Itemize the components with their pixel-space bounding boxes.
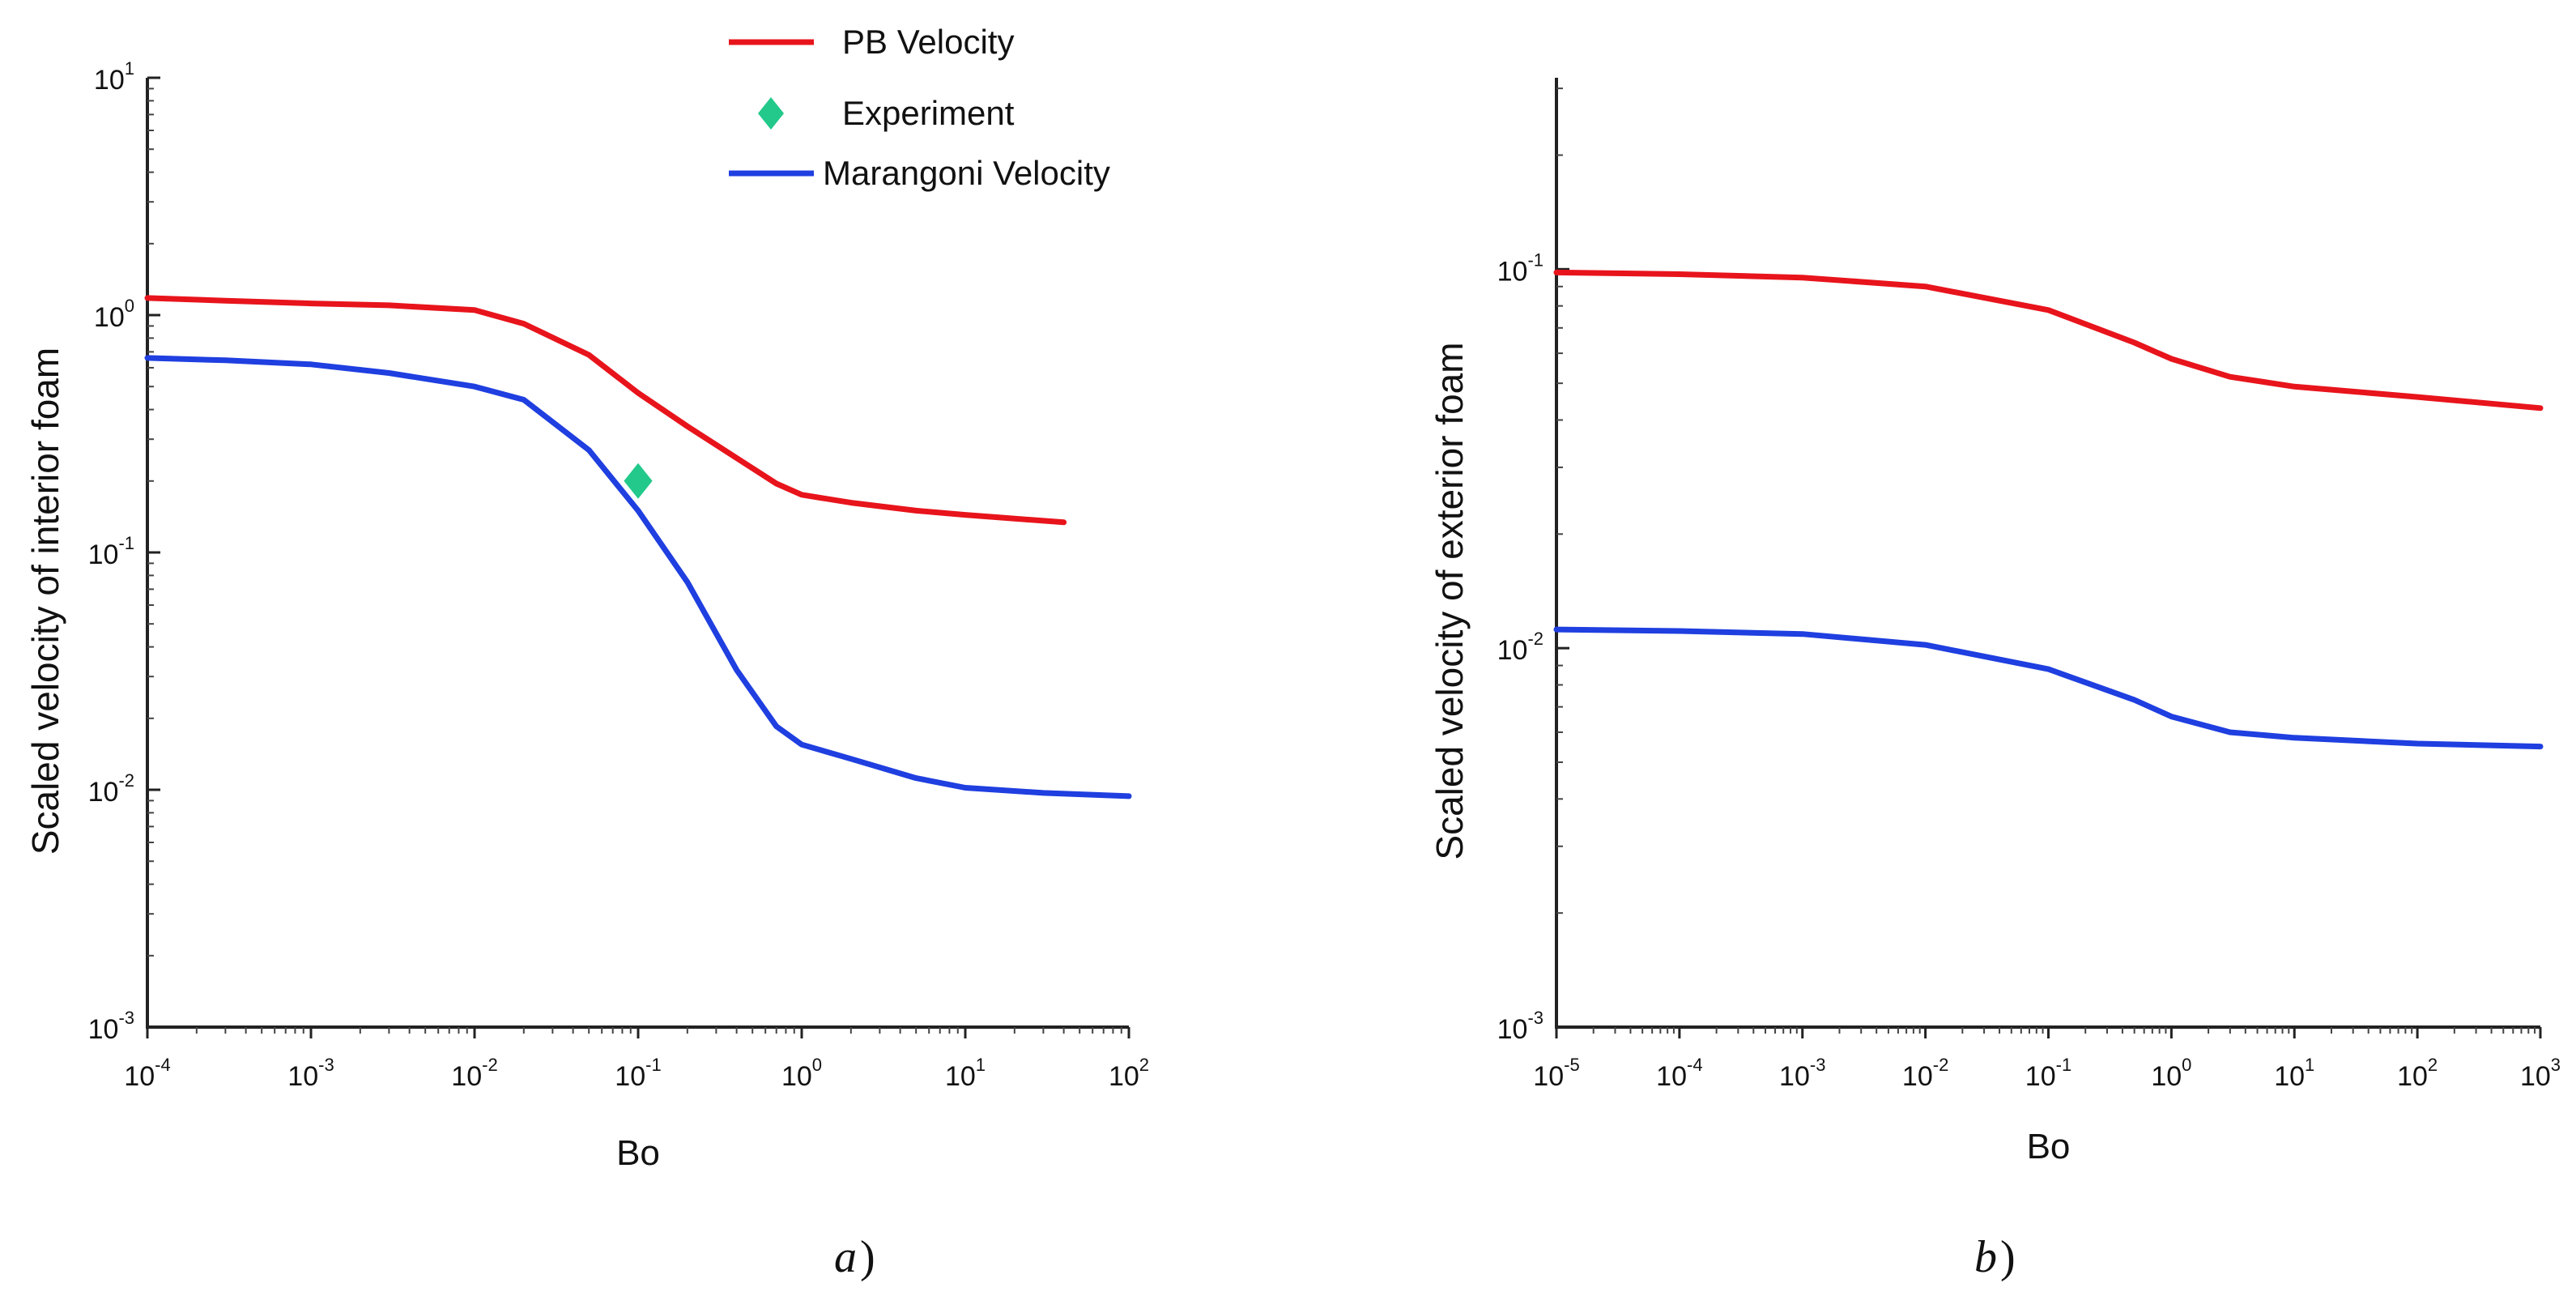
x-tick-label: 10-4: [1656, 1055, 1702, 1092]
y-tick-label: 100: [94, 296, 134, 333]
y-tick-label: 10-3: [88, 1008, 134, 1045]
panel-b: 10-3 10-2 10-1 10-5 10-4 10-3 10-2 10-1 100 101 10…: [1429, 78, 2561, 1282]
panel-caption: a): [834, 1232, 875, 1282]
x-axis-title: Bo: [616, 1133, 660, 1173]
x-tick-label: 100: [2151, 1055, 2191, 1092]
y-tick-label: 10-2: [1497, 629, 1543, 666]
legend: PB Velocity Experiment Marangoni Velocity: [729, 23, 1110, 192]
x-tick-label: 102: [1109, 1055, 1149, 1092]
experiment-data-point: [624, 463, 653, 499]
x-tick-label: 10-2: [1902, 1055, 1948, 1092]
pb-velocity-series-line: [144, 295, 1067, 526]
x-tick-label: 102: [2397, 1055, 2438, 1092]
x-tick-label: 10-1: [615, 1055, 661, 1092]
x-tick-label: 101: [945, 1055, 986, 1092]
x-tick-label: 10-5: [1533, 1055, 1579, 1092]
x-tick-label: 10-1: [2025, 1055, 2071, 1092]
x-tick-label: 10-3: [287, 1055, 334, 1092]
legend-label: PB Velocity: [842, 23, 1014, 61]
x-tick-label: 100: [781, 1055, 822, 1092]
y-tick-label: 10-1: [1497, 249, 1543, 287]
panel-caption: b): [1974, 1232, 2016, 1282]
legend-swatch-experiment: [758, 97, 784, 130]
y-tick-label: 10-2: [88, 770, 134, 808]
y-tick-label: 10-1: [88, 533, 134, 570]
y-axis-title: Scaled velocity of interior foam: [24, 348, 66, 855]
y-axis-title: Scaled velocity of exterior foam: [1429, 342, 1471, 859]
y-tick-label: 101: [94, 58, 134, 96]
y-tick-label: 10-3: [1497, 1008, 1543, 1045]
marangoni-velocity-series-line: [1553, 626, 2544, 750]
legend-label: Experiment: [842, 94, 1015, 132]
x-axis-title: Bo: [2027, 1127, 2071, 1166]
x-tick-label: 103: [2520, 1055, 2561, 1092]
x-tick-label: 101: [2274, 1055, 2314, 1092]
x-tick-label: 10-4: [124, 1055, 170, 1092]
panel-a: 10-3 10-2 10-1 100 101 10-4 10-3 10-2 10-1 100 101…: [24, 23, 1149, 1282]
x-tick-label: 10-2: [451, 1055, 497, 1092]
marangoni-velocity-series-line: [144, 355, 1132, 799]
pb-velocity-series-line: [1553, 269, 2544, 411]
legend-label: Marangoni Velocity: [823, 154, 1110, 192]
x-tick-label: 10-3: [1779, 1055, 1825, 1092]
